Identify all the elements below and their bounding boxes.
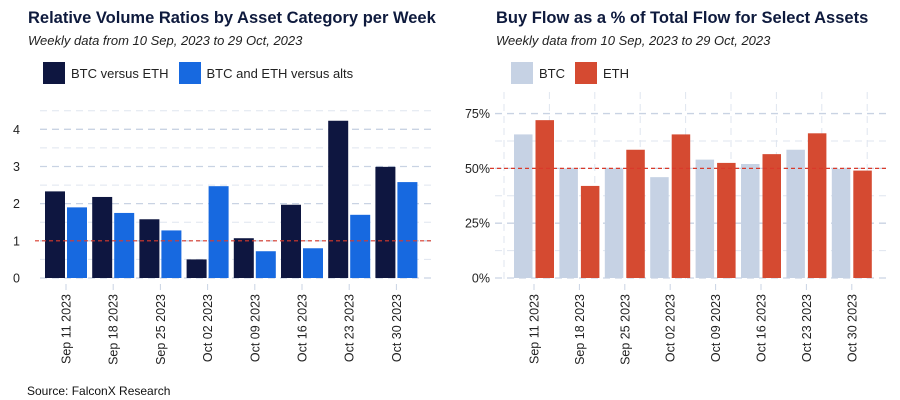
y-tick-label: 0% xyxy=(472,272,490,286)
y-tick-label: 2 xyxy=(13,197,20,211)
legend-item-btc-eth-vs-alts: BTC and ETH versus alts xyxy=(178,62,354,84)
legend-swatch xyxy=(178,62,201,84)
bar xyxy=(604,168,624,278)
bar xyxy=(762,154,781,278)
bar xyxy=(208,186,229,278)
bar xyxy=(233,238,254,278)
y-tick-label: 4 xyxy=(13,123,20,137)
x-tick-label: Sep 18 2023 xyxy=(573,294,587,365)
bar xyxy=(786,149,805,278)
bar xyxy=(853,170,872,278)
chart-subtitle: Weekly data from 10 Sep, 2023 to 29 Oct,… xyxy=(28,33,303,48)
source-note: Source: FalconX Research xyxy=(27,384,171,398)
y-tick-label: 25% xyxy=(465,217,490,231)
x-tick-label: Oct 16 2023 xyxy=(755,294,769,362)
volume-ratio-chart-panel: Relative Volume Ratios by Asset Category… xyxy=(0,0,450,380)
legend-swatch xyxy=(43,62,65,84)
bar xyxy=(328,120,349,278)
legend-swatch xyxy=(575,62,597,84)
bar xyxy=(67,207,87,278)
bar xyxy=(114,212,135,278)
legend-label: BTC and ETH versus alts xyxy=(206,65,354,81)
bar xyxy=(514,134,533,278)
legend-swatch xyxy=(511,62,533,84)
legend-item-eth: ETH xyxy=(575,62,629,84)
y-tick-label: 50% xyxy=(465,162,490,176)
x-tick-label: Sep 11 2023 xyxy=(60,294,74,364)
chart-legend: BTC ETH xyxy=(511,62,639,84)
x-tick-label: Oct 02 2023 xyxy=(201,294,215,362)
bar xyxy=(350,214,371,278)
bar xyxy=(580,185,600,278)
bar xyxy=(535,120,554,279)
bar xyxy=(831,168,851,278)
y-tick-label: 1 xyxy=(13,234,20,248)
legend-label: ETH xyxy=(603,65,629,81)
x-tick-label: Sep 25 2023 xyxy=(154,294,168,365)
legend-label: BTC xyxy=(539,65,565,81)
chart-title: Relative Volume Ratios by Asset Category… xyxy=(28,9,436,27)
x-tick-label: Oct 09 2023 xyxy=(248,294,262,362)
bar xyxy=(303,248,323,278)
x-tick-label: Oct 16 2023 xyxy=(296,294,310,362)
bar xyxy=(717,162,736,278)
bar xyxy=(559,168,578,278)
bar xyxy=(161,230,182,278)
x-tick-label: Sep 18 2023 xyxy=(107,294,121,365)
bar xyxy=(186,259,207,278)
x-tick-label: Oct 30 2023 xyxy=(390,294,404,362)
buy-flow-plot: 0% 25% 50% 75% Sep 11 2023 Sep 18 2023 Sep 25 … xyxy=(465,92,888,365)
bar xyxy=(92,196,113,278)
bar xyxy=(255,251,276,278)
chart-title: Buy Flow as a % of Total Flow for Select… xyxy=(496,9,869,27)
x-tick-label: Sep 11 2023 xyxy=(528,294,542,364)
bar xyxy=(139,219,160,278)
bar xyxy=(397,182,418,278)
bar xyxy=(741,164,760,278)
legend-item-btc: BTC xyxy=(511,62,565,84)
bar xyxy=(807,133,827,278)
x-tick-label: Oct 30 2023 xyxy=(845,294,859,362)
bar xyxy=(626,149,645,278)
chart-legend: BTC versus ETH BTC and ETH versus alts xyxy=(43,62,363,84)
x-tick-label: Sep 25 2023 xyxy=(618,294,632,365)
x-tick-label: Oct 09 2023 xyxy=(709,294,723,362)
volume-ratio-plot: 0 1 2 3 4 Sep 11 2023 Sep 18 2023 Sep 25 2023 Oc… xyxy=(13,110,432,365)
bar xyxy=(650,177,669,278)
y-tick-label: 75% xyxy=(465,107,490,121)
buy-flow-chart-panel: Buy Flow as a % of Total Flow for Select… xyxy=(465,0,900,380)
y-tick-label: 0 xyxy=(13,272,20,286)
legend-item-btc-vs-eth: BTC versus ETH xyxy=(43,62,169,84)
legend-label: BTC versus ETH xyxy=(71,65,169,81)
y-tick-label: 3 xyxy=(13,160,20,174)
x-tick-label: Oct 02 2023 xyxy=(664,294,678,362)
bar xyxy=(375,166,396,278)
bar xyxy=(695,159,715,278)
bar xyxy=(45,191,65,278)
bar xyxy=(671,134,691,278)
chart-subtitle: Weekly data from 10 Sep, 2023 to 29 Oct,… xyxy=(496,33,771,48)
x-tick-label: Oct 23 2023 xyxy=(343,294,357,362)
x-tick-label: Oct 23 2023 xyxy=(800,294,814,362)
